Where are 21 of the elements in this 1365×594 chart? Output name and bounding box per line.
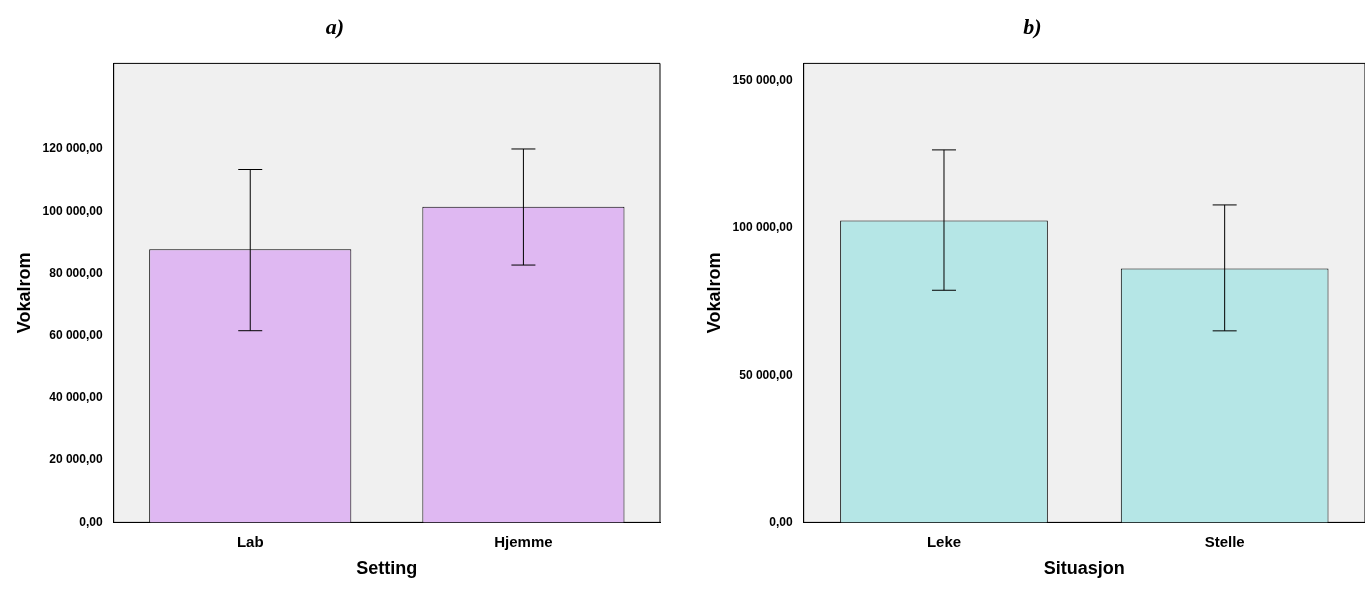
y-tick-label: 100 000,00 [732,220,793,235]
y-tick-label: 120 000,00 [42,141,103,156]
x-axis-title: Setting [356,558,418,579]
x-tick-label: Lab [236,532,264,550]
y-tick-label: 80 000,00 [49,265,103,280]
y-tick-label: 0,00 [79,514,103,529]
y-axis-title: Vokalrom [703,252,724,334]
chart-title: a) [325,13,345,39]
x-tick-label: Stelle [1204,532,1245,550]
chart-title: b) [1023,13,1042,39]
x-axis-title: Situasjon [1043,558,1125,579]
y-tick-label: 20 000,00 [49,452,103,467]
y-tick-label: 40 000,00 [49,390,103,405]
x-tick-label: Leke [926,532,962,550]
y-tick-label: 0,00 [769,514,793,529]
y-tick-label: 150 000,00 [732,73,793,88]
y-tick-label: 50 000,00 [739,367,793,382]
y-tick-label: 60 000,00 [49,328,103,342]
y-axis-title: Vokalrom [13,252,34,334]
y-tick-label: 100 000,00 [42,203,103,218]
x-tick-label: Hjemme [494,532,553,550]
